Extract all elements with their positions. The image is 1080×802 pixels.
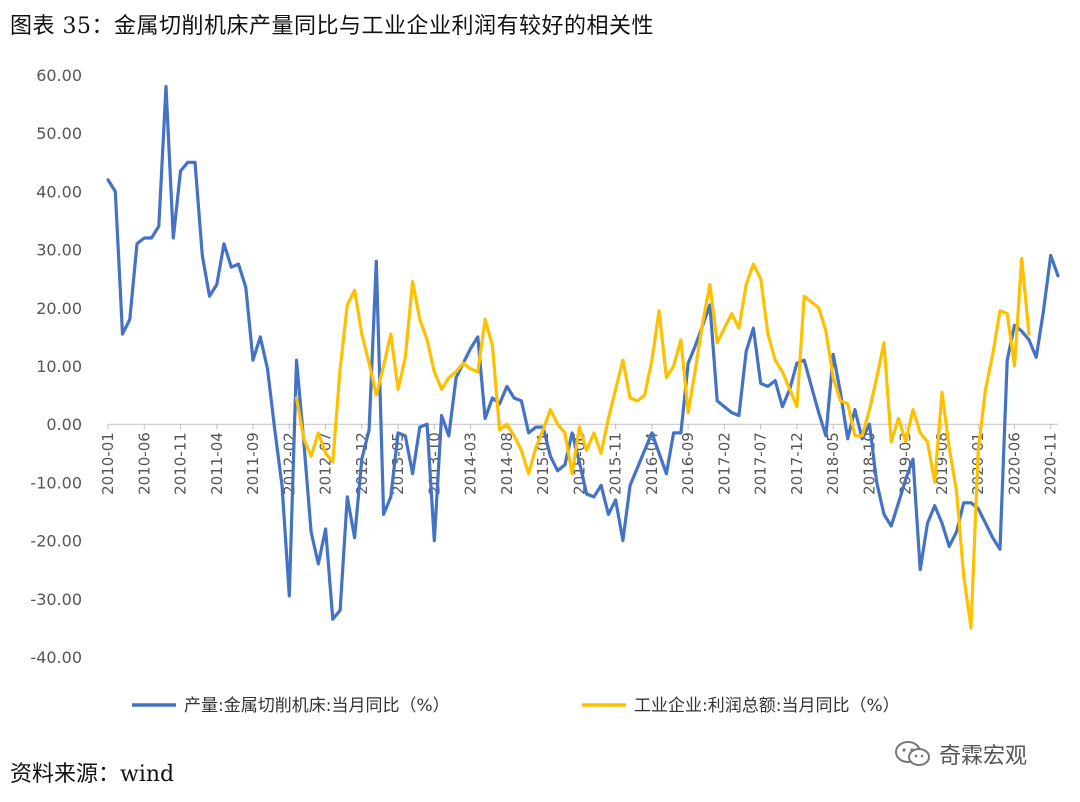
y-tick-label: 40.00 bbox=[36, 182, 82, 201]
series-line-industrial-profit bbox=[294, 256, 1031, 630]
x-tick-label: 2016-04 bbox=[643, 432, 661, 495]
x-tick-label: 2010-11 bbox=[172, 432, 190, 495]
x-tick-label: 2017-12 bbox=[788, 432, 806, 495]
x-tick-label: 2016-09 bbox=[679, 432, 697, 495]
x-tick-label: 2019-03 bbox=[897, 432, 915, 495]
x-tick-label: 2012-07 bbox=[317, 432, 335, 495]
x-tick-label: 2017-07 bbox=[752, 432, 770, 495]
watermark: 奇霖宏观 bbox=[893, 738, 1027, 770]
series-line-machine-tool-output bbox=[106, 85, 1060, 621]
y-tick-label: -10.00 bbox=[30, 473, 82, 492]
legend-label: 产量:金属切削机床:当月同比（%） bbox=[184, 696, 450, 716]
x-tick-label: 2010-06 bbox=[135, 432, 153, 495]
x-tick-label: 2014-08 bbox=[498, 432, 516, 495]
x-tick-label: 2014-03 bbox=[462, 432, 480, 495]
watermark-text: 奇霖宏观 bbox=[939, 744, 1028, 769]
y-tick-label: 60.00 bbox=[36, 66, 82, 85]
y-tick-label: 30.00 bbox=[36, 241, 82, 260]
line-chart: 60.00 50.00 40.00 30.00 20.00 10.00 0.00 -10.00… bbox=[30, 66, 1060, 716]
y-tick-label: 50.00 bbox=[36, 124, 82, 143]
y-axis: 60.00 50.00 40.00 30.00 20.00 10.00 0.00 -10.00… bbox=[30, 66, 82, 667]
y-tick-label: 10.00 bbox=[36, 357, 82, 376]
y-tick-label: 20.00 bbox=[36, 299, 82, 318]
series-lines bbox=[106, 85, 1060, 630]
y-tick-label: -40.00 bbox=[30, 648, 82, 667]
x-tick-label: 2011-04 bbox=[208, 432, 226, 495]
x-tick-label: 2011-09 bbox=[244, 432, 262, 495]
x-tick-label: 2018-05 bbox=[824, 432, 842, 495]
x-tick-label: 2020-11 bbox=[1042, 432, 1060, 495]
y-tick-label: -20.00 bbox=[30, 532, 82, 551]
chart-title: 图表 35：金属切削机床产量同比与工业企业利润有较好的相关性 bbox=[10, 14, 654, 39]
legend: 产量:金属切削机床:当月同比（%） 工业企业:利润总额:当月同比（%） bbox=[132, 696, 900, 716]
wechat-icon bbox=[895, 741, 930, 766]
y-tick-label: -30.00 bbox=[30, 590, 82, 609]
x-tick-label: 2017-02 bbox=[715, 432, 733, 495]
x-tick-label: 2020-06 bbox=[1005, 432, 1023, 495]
legend-label: 工业企业:利润总额:当月同比（%） bbox=[634, 696, 900, 716]
source-note: 资料来源：wind bbox=[10, 762, 175, 787]
x-tick-label: 2010-01 bbox=[99, 432, 117, 495]
y-tick-label: 0.00 bbox=[46, 415, 82, 434]
x-tick-label: 2015-11 bbox=[607, 432, 625, 495]
